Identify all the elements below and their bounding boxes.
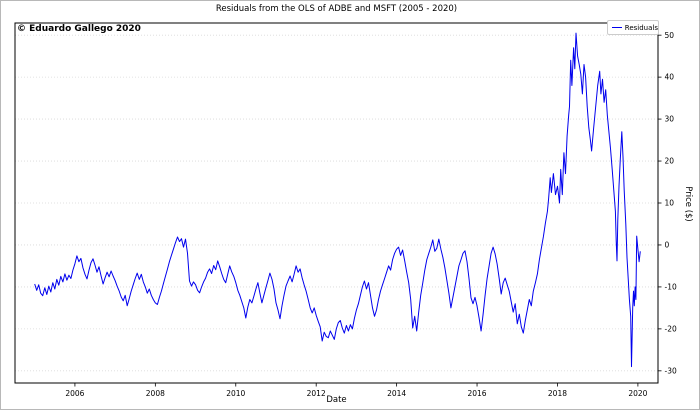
chart-title: Residuals from the OLS of ADBE and MSFT … — [215, 4, 458, 14]
y-axis-label: Price ($) — [683, 186, 693, 222]
y-tick-label: 50 — [665, 31, 675, 40]
x-tick-label: 2018 — [548, 389, 567, 398]
legend: Residuals — [607, 20, 659, 35]
plot-border — [14, 22, 659, 384]
legend-line-sample — [612, 26, 622, 29]
y-tick-label: 20 — [665, 157, 675, 166]
legend-label: Residuals — [624, 23, 658, 32]
x-tick-label: 2016 — [467, 389, 486, 398]
y-tick-label: -20 — [665, 324, 677, 333]
y-tick-label: 10 — [665, 199, 675, 208]
x-tick-label: 2014 — [387, 389, 406, 398]
y-tick-label: 0 — [665, 241, 670, 250]
residuals-line — [34, 32, 641, 368]
y-tick-label: 40 — [665, 73, 675, 82]
y-tick-label: -10 — [665, 283, 677, 292]
x-tick-label: 2006 — [65, 389, 84, 398]
x-tick-label: 2012 — [307, 389, 326, 398]
x-tick-label: 2020 — [628, 389, 647, 398]
x-tick-label: 2008 — [146, 389, 165, 398]
y-tick-label: -30 — [665, 366, 677, 375]
y-tick-label: 30 — [665, 115, 675, 124]
x-axis-label: Date — [326, 395, 347, 405]
x-tick-label: 2010 — [226, 389, 245, 398]
copyright-watermark: © Eduardo Gallego 2020 — [17, 24, 141, 34]
